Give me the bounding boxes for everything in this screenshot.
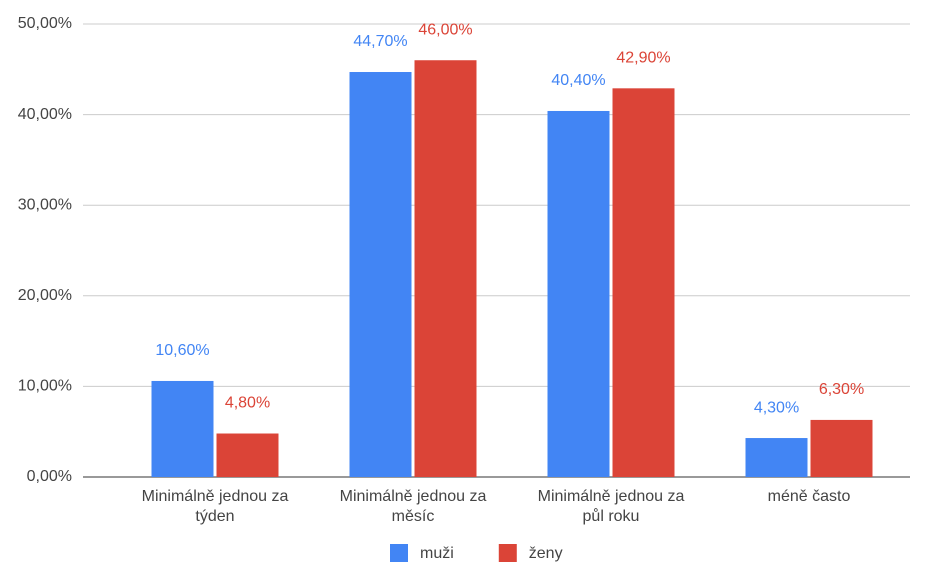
legend-label: ženy xyxy=(529,545,563,562)
bar xyxy=(612,88,675,478)
legend-swatch xyxy=(498,544,517,562)
data-label: 46,00% xyxy=(418,21,472,38)
data-label: 4,80% xyxy=(225,395,270,412)
data-label: 40,40% xyxy=(551,72,605,89)
y-tick-label: 40,00% xyxy=(18,106,72,123)
x-tick-label: týden xyxy=(195,508,234,525)
bar xyxy=(349,72,412,477)
data-label: 10,60% xyxy=(155,342,209,359)
y-tick-label: 10,00% xyxy=(18,378,72,395)
bar xyxy=(216,433,279,477)
bar xyxy=(414,60,477,478)
x-tick-label: měsíc xyxy=(392,508,435,525)
x-tick-label: Minimálně jednou za xyxy=(538,488,685,505)
data-label: 44,70% xyxy=(353,33,407,50)
bar xyxy=(547,110,610,477)
x-tick-label: půl roku xyxy=(583,507,640,525)
legend-swatch xyxy=(390,544,408,562)
x-tick-label: méně často xyxy=(768,488,851,505)
legend-label: muži xyxy=(420,545,454,562)
bar xyxy=(810,419,873,477)
data-label: 6,30% xyxy=(819,381,864,398)
x-tick-label: Minimálně jednou za xyxy=(142,488,289,505)
y-tick-label: 50,00% xyxy=(18,15,72,32)
bar xyxy=(745,438,808,477)
x-tick-label: Minimálně jednou za xyxy=(340,488,487,505)
y-tick-label: 0,00% xyxy=(27,468,72,485)
y-tick-label: 30,00% xyxy=(18,196,72,213)
data-label: 4,30% xyxy=(754,399,799,416)
data-label: 42,90% xyxy=(616,50,670,67)
y-tick-label: 20,00% xyxy=(18,287,72,304)
bar xyxy=(151,380,214,477)
